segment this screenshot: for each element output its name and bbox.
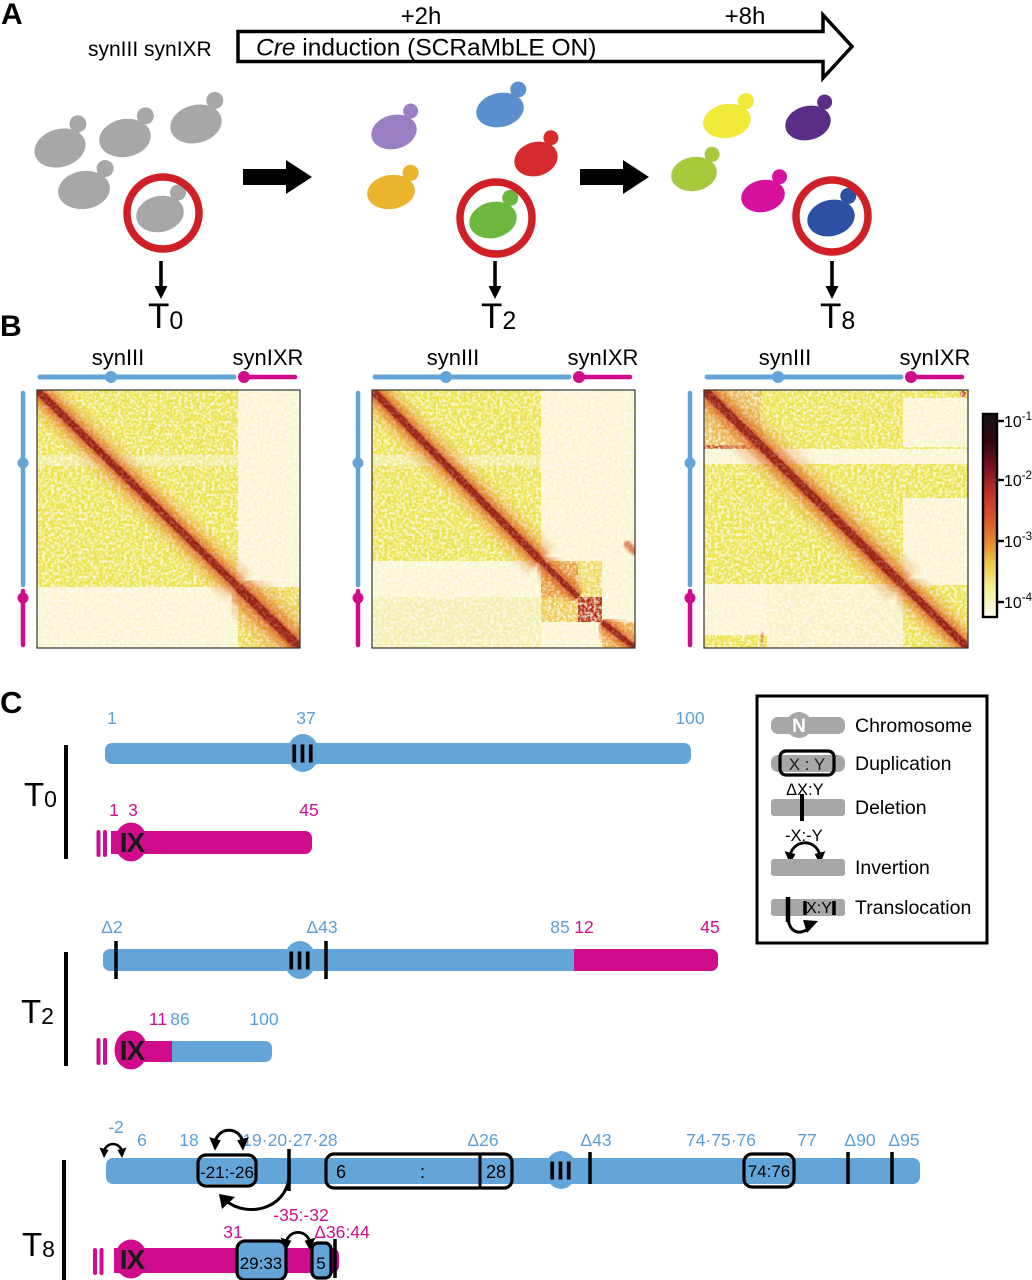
svg-text:synIXR: synIXR xyxy=(233,345,304,370)
svg-text:T8: T8 xyxy=(22,1226,55,1263)
svg-text:29:33: 29:33 xyxy=(240,1254,283,1273)
svg-text:37: 37 xyxy=(296,708,315,728)
svg-text:Δ36:44: Δ36:44 xyxy=(314,1222,370,1242)
svg-text:Deletion: Deletion xyxy=(855,797,927,819)
svg-text:ΔX:Y: ΔX:Y xyxy=(786,781,824,799)
svg-text:10-1: 10-1 xyxy=(1004,411,1032,431)
svg-text:-21:-26: -21:-26 xyxy=(200,1163,254,1182)
svg-text:Δ43: Δ43 xyxy=(580,1130,611,1150)
svg-text:IX: IX xyxy=(120,1035,146,1066)
svg-text:6: 6 xyxy=(336,1162,346,1182)
svg-text:III: III xyxy=(291,739,316,769)
svg-text:X : Y: X : Y xyxy=(789,755,826,774)
svg-text:Δ26: Δ26 xyxy=(467,1130,498,1150)
svg-text:IX: IX xyxy=(120,827,146,858)
svg-text:Cre induction (SCRaMbLE ON): Cre induction (SCRaMbLE ON) xyxy=(256,35,596,62)
svg-text:T0: T0 xyxy=(24,776,57,813)
svg-text:T2: T2 xyxy=(481,297,516,336)
svg-text:synIII: synIII xyxy=(759,345,812,370)
svg-text:1: 1 xyxy=(107,708,117,728)
svg-text:Δ95: Δ95 xyxy=(888,1130,919,1150)
svg-text:synIII synIXR: synIII synIXR xyxy=(88,38,212,61)
svg-text:28: 28 xyxy=(486,1162,506,1182)
svg-text:77: 77 xyxy=(797,1130,816,1150)
svg-text:10-2: 10-2 xyxy=(1004,470,1032,490)
svg-text:31: 31 xyxy=(223,1222,242,1242)
svg-text:synIII: synIII xyxy=(427,345,480,370)
svg-text:5: 5 xyxy=(316,1254,325,1273)
svg-text:N: N xyxy=(792,716,806,737)
svg-text:synIII: synIII xyxy=(92,345,145,370)
svg-text:6: 6 xyxy=(137,1130,147,1150)
svg-text:86: 86 xyxy=(170,1009,189,1029)
svg-text:T8: T8 xyxy=(820,297,855,336)
svg-text:synIXR: synIXR xyxy=(568,345,639,370)
svg-text:45: 45 xyxy=(700,917,719,937)
svg-text:Δ2: Δ2 xyxy=(101,917,122,937)
svg-text:-X:-Y: -X:-Y xyxy=(785,827,823,845)
svg-text:X:Y: X:Y xyxy=(806,900,832,917)
svg-text:100: 100 xyxy=(675,708,704,728)
svg-text:+8h: +8h xyxy=(725,3,766,30)
svg-text:18: 18 xyxy=(179,1130,198,1150)
svg-text:100: 100 xyxy=(249,1009,278,1029)
svg-text:Invertion: Invertion xyxy=(855,857,930,879)
svg-text:11: 11 xyxy=(149,1009,167,1029)
svg-text::: : xyxy=(420,1162,425,1182)
svg-text:3: 3 xyxy=(128,800,138,820)
svg-text:synIXR: synIXR xyxy=(900,345,971,370)
svg-text:19·20·27·28: 19·20·27·28 xyxy=(242,1130,337,1150)
svg-text:Translocation: Translocation xyxy=(855,897,971,919)
svg-text:B: B xyxy=(0,310,22,343)
svg-text:T0: T0 xyxy=(148,297,183,336)
svg-text:IX: IX xyxy=(120,1244,146,1275)
svg-text:-2: -2 xyxy=(108,1117,124,1137)
svg-text:Δ90: Δ90 xyxy=(844,1130,875,1150)
svg-text:1: 1 xyxy=(109,800,119,820)
svg-text:45: 45 xyxy=(299,800,318,820)
svg-text:T2: T2 xyxy=(21,993,54,1030)
svg-text:10-4: 10-4 xyxy=(1004,592,1032,612)
svg-text:10-3: 10-3 xyxy=(1004,531,1032,551)
svg-text:Chromosome: Chromosome xyxy=(855,715,972,737)
svg-text:74·75·76: 74·75·76 xyxy=(686,1130,756,1150)
svg-text:A: A xyxy=(1,0,23,31)
svg-text:Δ43: Δ43 xyxy=(306,917,337,937)
svg-text:Duplication: Duplication xyxy=(855,753,951,775)
svg-text:+2h: +2h xyxy=(401,3,442,30)
svg-text:85: 85 xyxy=(550,917,569,937)
svg-text:C: C xyxy=(0,685,22,720)
svg-text:74:76: 74:76 xyxy=(748,1162,791,1181)
svg-text:-35:-32: -35:-32 xyxy=(273,1205,328,1225)
svg-text:12: 12 xyxy=(574,917,593,937)
svg-text:III: III xyxy=(288,946,313,976)
svg-text:III: III xyxy=(549,1156,574,1186)
